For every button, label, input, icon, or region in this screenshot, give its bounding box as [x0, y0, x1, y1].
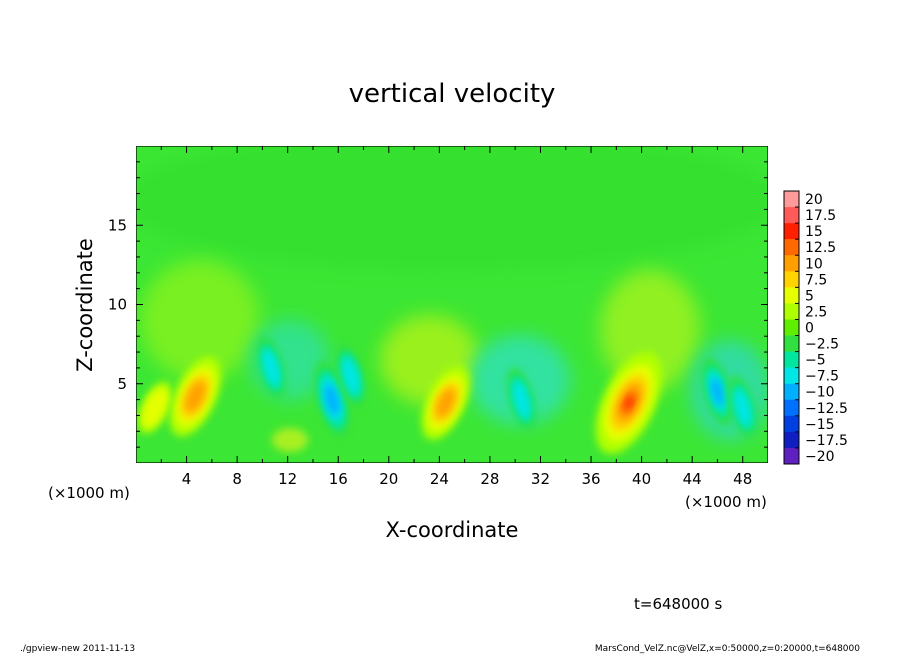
footer-left: ./gpview-new 2011-11-13: [20, 644, 135, 654]
colorbar: 2017.51512.5107.552.50−2.5−5−7.5−10−12.5…: [783, 190, 848, 465]
colorbar-label: −20: [805, 449, 835, 465]
feature-contour: [324, 384, 340, 416]
x-tick-label: 44: [683, 470, 702, 488]
downdraft-feature: [336, 344, 366, 408]
colorbar-label: 10: [805, 256, 823, 272]
x-axis: 4 8 12 16 20 24 28 32 36 40 44 48: [160, 146, 752, 488]
colorbar-label: −15: [805, 417, 835, 433]
downdraft-feature: [507, 368, 536, 432]
feature-contour: [624, 396, 633, 409]
colorbar-swatch: [784, 287, 799, 304]
colorbar-label: 0: [805, 321, 814, 337]
downdraft-feature: [728, 375, 758, 440]
x-tick-label: 32: [531, 470, 550, 488]
x-tick-label: 36: [581, 470, 600, 488]
colorbar-label: 7.5: [805, 272, 827, 288]
colorbar-swatch: [784, 271, 799, 288]
colorbar-swatch: [784, 367, 799, 385]
colorbar-swatch: [784, 431, 799, 449]
colorbar-swatch: [784, 223, 799, 240]
colorbar-label: −17.5: [805, 433, 848, 449]
feature-contour: [734, 389, 752, 426]
feature-contour: [142, 388, 168, 427]
colorbar-label: 12.5: [805, 240, 836, 256]
colorbar-label: −7.5: [805, 369, 839, 385]
colorbar-label: −2.5: [805, 337, 839, 353]
chart-title: vertical velocity: [349, 79, 556, 109]
colorbar-label: −10: [805, 385, 835, 401]
downdraft-feature: [701, 357, 733, 426]
x-tick-label: 48: [733, 470, 752, 488]
x-tick-label: 8: [232, 470, 242, 488]
x-unit-label-right: (×1000 m): [685, 493, 767, 511]
colorbar-swatch: [784, 415, 799, 433]
x-tick-label: 16: [329, 470, 348, 488]
updraft-feature: [421, 365, 470, 440]
colorbar-label: −5: [805, 353, 826, 369]
x-tick-label: 4: [182, 470, 192, 488]
background-patch: [140, 260, 260, 380]
x-axis-title: X-coordinate: [386, 518, 519, 542]
x-tick-label: 28: [480, 470, 499, 488]
colorbar-swatch: [784, 319, 799, 336]
background-patch: [600, 270, 700, 390]
y-axis: 5 10 15: [108, 161, 768, 448]
colorbar-swatch: [784, 303, 799, 320]
plot-area: [136, 146, 768, 463]
colorbar-label: 17.5: [805, 208, 836, 224]
colorbar-swatch: [784, 399, 799, 417]
colorbar-swatch: [784, 191, 799, 208]
colorbar-swatch: [784, 351, 799, 368]
downdraft-feature: [256, 336, 286, 400]
x-tick-label: 20: [379, 470, 398, 488]
colorbar-swatch: [784, 447, 799, 465]
colorbar-label: 2.5: [805, 304, 827, 320]
y-tick-label: 10: [108, 296, 127, 314]
feature-contour: [436, 388, 455, 417]
feature-layer: [138, 336, 758, 454]
colorbar-label: −12.5: [805, 401, 848, 417]
y-tick-label: 15: [108, 216, 127, 234]
colorbar-swatch: [784, 335, 799, 352]
updraft-feature: [595, 351, 663, 454]
colorbar-frame: [783, 190, 800, 465]
x-tick-label: 40: [632, 470, 651, 488]
background-patch: [136, 146, 768, 270]
colorbar-swatch: [784, 239, 799, 256]
colorbar-label: 5: [805, 288, 814, 304]
updraft-feature: [138, 381, 172, 434]
x-tick-label: 24: [430, 470, 449, 488]
colorbar-swatch: [784, 207, 799, 224]
x-tick-label: 12: [278, 470, 297, 488]
colorbar-label: 20: [805, 192, 823, 208]
feature-contour: [185, 381, 206, 412]
colorbar-swatch: [784, 383, 799, 401]
feature-contour: [262, 349, 280, 387]
y-tick-label: 5: [117, 375, 127, 393]
y-axis-title: Z-coordinate: [73, 238, 97, 372]
colorbar-label: 15: [805, 224, 823, 240]
feature-contour: [342, 357, 360, 395]
background-patch: [272, 428, 308, 452]
feature-contour: [711, 378, 724, 406]
updraft-feature: [169, 356, 222, 437]
footer-right: MarsCond_VelZ.nc@VelZ,x=0:50000,z=0:2000…: [595, 644, 860, 654]
colorbar-swatch: [784, 255, 799, 272]
feature-contour: [513, 381, 530, 418]
time-stamp: t=648000 s: [634, 595, 722, 613]
x-unit-label-left: (×1000 m): [48, 484, 130, 502]
